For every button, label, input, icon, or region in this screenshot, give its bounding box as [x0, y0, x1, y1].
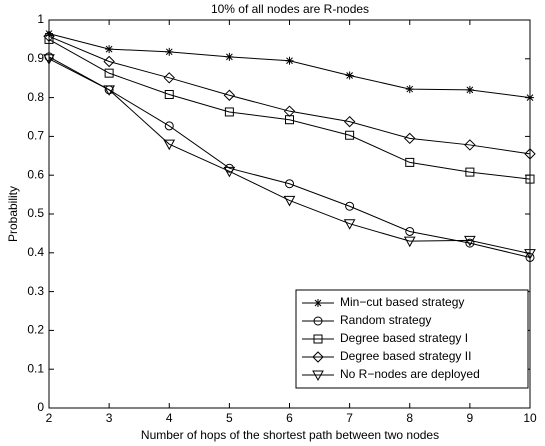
marker: [464, 139, 476, 151]
marker: [44, 34, 54, 44]
marker: [343, 115, 356, 128]
x-axis-label: Number of hops of the shortest path betw…: [141, 428, 439, 442]
marker: [43, 30, 55, 43]
marker: [526, 93, 534, 102]
marker: [223, 89, 236, 101]
marker: [163, 139, 176, 151]
legend-label: Min−cut based strategy: [340, 295, 464, 309]
marker: [163, 72, 175, 84]
marker: [105, 45, 114, 54]
y-tick-label: 0.3: [27, 284, 44, 298]
series-line: [48, 56, 531, 258]
y-tick-label: 0.4: [27, 245, 44, 259]
marker: [465, 238, 475, 248]
marker: [345, 130, 355, 140]
marker: [45, 29, 53, 38]
marker: [525, 174, 535, 184]
marker: [343, 219, 356, 230]
y-tick-label: 0.1: [27, 361, 44, 375]
marker: [465, 85, 474, 94]
marker: [524, 148, 536, 160]
y-tick-label: 0.6: [27, 167, 44, 181]
marker: [313, 316, 323, 326]
marker: [224, 107, 234, 117]
marker: [464, 235, 476, 247]
x-tick-label: 10: [523, 411, 537, 425]
marker: [405, 157, 415, 167]
marker: [313, 334, 323, 344]
chart-title: 10% of all nodes are R-nodes: [211, 2, 369, 16]
marker: [524, 249, 536, 260]
marker: [43, 54, 55, 65]
marker: [164, 121, 174, 131]
marker: [312, 351, 324, 363]
marker: [165, 47, 174, 56]
marker: [164, 89, 174, 99]
y-tick-label: 0.2: [27, 323, 44, 337]
marker: [104, 68, 114, 78]
x-tick-label: 2: [46, 411, 53, 425]
y-tick-label: 0.7: [27, 129, 44, 143]
series-line: [48, 33, 531, 99]
y-tick-label: 0.9: [27, 51, 44, 65]
marker: [223, 166, 236, 178]
marker: [283, 195, 296, 207]
marker: [312, 370, 324, 382]
marker: [465, 167, 475, 177]
x-tick-label: 4: [166, 411, 173, 425]
x-tick-label: 9: [467, 411, 474, 425]
y-tick-label: 0: [37, 400, 44, 414]
x-tick-label: 8: [406, 411, 413, 425]
marker: [405, 226, 415, 236]
legend-box: [295, 289, 529, 389]
legend-label: Random strategy: [340, 313, 431, 327]
marker: [403, 236, 416, 248]
series-line: [48, 58, 531, 255]
y-tick-label: 0.5: [27, 206, 44, 220]
marker: [345, 71, 354, 80]
marker: [285, 56, 294, 65]
marker: [225, 52, 234, 61]
marker: [345, 201, 355, 211]
y-axis-label: Probability: [6, 186, 20, 242]
x-tick-label: 3: [106, 411, 113, 425]
x-tick-label: 5: [226, 411, 233, 425]
marker: [283, 105, 296, 117]
marker: [405, 85, 414, 94]
marker: [103, 55, 115, 68]
legend-label: Degree based strategy I: [340, 331, 468, 345]
y-tick-label: 1: [37, 12, 44, 26]
marker: [103, 85, 115, 96]
series-line: [48, 38, 531, 180]
legend-label: No R−nodes are deployed: [340, 367, 480, 381]
x-tick-label: 7: [346, 411, 353, 425]
marker: [285, 179, 294, 189]
y-tick-label: 0.8: [27, 90, 44, 104]
series-line: [48, 35, 531, 155]
legend-label: Degree based strategy II: [340, 349, 471, 363]
x-tick-label: 6: [286, 411, 293, 425]
marker: [404, 132, 416, 145]
marker: [314, 299, 322, 307]
